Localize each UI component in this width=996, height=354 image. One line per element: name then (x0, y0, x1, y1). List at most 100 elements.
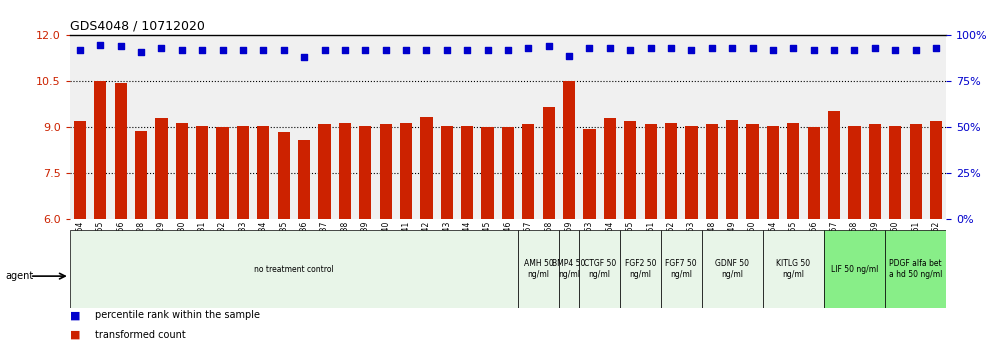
Point (174, 47, 190, 53)
Point (683, 47, 699, 53)
Bar (767, 126, 779, 219)
Text: transformed count: transformed count (95, 330, 185, 340)
Text: BMP4 50
ng/ml: BMP4 50 ng/ml (553, 259, 586, 279)
Bar (869, 124, 881, 219)
Text: GDNF 50
ng/ml: GDNF 50 ng/ml (715, 259, 749, 279)
Bar (216, 127, 229, 219)
Point (765, 47, 781, 53)
Bar (685, 126, 697, 219)
Text: AMH 50
ng/ml: AMH 50 ng/ml (524, 259, 554, 279)
Point (826, 47, 842, 53)
Point (745, 45, 761, 51)
Bar (339, 123, 351, 219)
FancyBboxPatch shape (559, 230, 580, 308)
Point (72, 47, 88, 53)
FancyBboxPatch shape (70, 230, 518, 308)
Bar (237, 126, 249, 219)
Text: LIF 50 ng/ml: LIF 50 ng/ml (831, 264, 878, 274)
Point (582, 45, 598, 51)
Bar (155, 118, 167, 219)
Bar (175, 123, 188, 219)
Bar (196, 126, 208, 219)
FancyBboxPatch shape (580, 230, 621, 308)
Point (214, 47, 230, 53)
Point (418, 47, 434, 53)
Point (439, 47, 455, 53)
Bar (909, 124, 921, 219)
Bar (278, 132, 290, 219)
Bar (746, 124, 759, 219)
Point (398, 47, 414, 53)
Bar (95, 81, 107, 219)
Point (806, 47, 822, 53)
Point (847, 47, 863, 53)
Point (255, 47, 271, 53)
Bar (808, 127, 820, 219)
Text: CTGF 50
ng/ml: CTGF 50 ng/ml (584, 259, 616, 279)
Bar (502, 127, 514, 219)
Bar (930, 121, 942, 219)
Bar (134, 131, 147, 219)
Bar (665, 123, 677, 219)
Point (602, 45, 618, 51)
Bar (74, 121, 86, 219)
Bar (787, 123, 800, 219)
Text: PDGF alfa bet
a hd 50 ng/ml: PDGF alfa bet a hd 50 ng/ml (889, 259, 942, 279)
Point (907, 47, 923, 53)
FancyBboxPatch shape (701, 230, 763, 308)
Bar (360, 126, 372, 219)
Point (704, 45, 720, 51)
Point (459, 47, 475, 53)
Bar (563, 81, 576, 219)
Bar (604, 118, 616, 219)
Text: FGF2 50
ng/ml: FGF2 50 ng/ml (624, 259, 656, 279)
Point (520, 45, 536, 51)
Point (541, 44, 557, 49)
Point (663, 45, 679, 51)
Bar (849, 126, 861, 219)
FancyBboxPatch shape (621, 230, 660, 308)
Point (276, 47, 292, 53)
Bar (115, 83, 126, 219)
Point (480, 47, 496, 53)
Point (622, 47, 638, 53)
Point (867, 45, 882, 51)
FancyBboxPatch shape (885, 230, 946, 308)
Point (194, 47, 210, 53)
FancyBboxPatch shape (824, 230, 885, 308)
Bar (726, 120, 738, 219)
Text: agent: agent (5, 271, 33, 281)
Point (642, 45, 658, 51)
Point (337, 47, 353, 53)
Text: no treatment control: no treatment control (254, 264, 334, 274)
Bar (584, 129, 596, 219)
Bar (644, 124, 656, 219)
Point (113, 44, 128, 49)
Point (358, 47, 374, 53)
Bar (543, 108, 555, 219)
Point (235, 47, 251, 53)
FancyBboxPatch shape (518, 230, 559, 308)
Bar (624, 121, 636, 219)
Text: percentile rank within the sample: percentile rank within the sample (95, 310, 260, 320)
Point (317, 47, 333, 53)
Point (724, 45, 740, 51)
Point (786, 45, 802, 51)
Text: FGF7 50
ng/ml: FGF7 50 ng/ml (665, 259, 697, 279)
Bar (522, 124, 535, 219)
Bar (379, 124, 391, 219)
Bar (400, 123, 412, 219)
Text: KITLG 50
ng/ml: KITLG 50 ng/ml (776, 259, 811, 279)
Point (561, 53, 577, 58)
Point (928, 45, 944, 51)
Bar (420, 117, 432, 219)
Point (133, 49, 149, 55)
Point (93, 42, 109, 47)
Point (296, 55, 312, 60)
Bar (706, 124, 718, 219)
Point (500, 47, 516, 53)
Bar (481, 127, 494, 219)
Text: GDS4048 / 10712020: GDS4048 / 10712020 (70, 20, 204, 33)
Point (377, 47, 393, 53)
Bar (828, 110, 841, 219)
